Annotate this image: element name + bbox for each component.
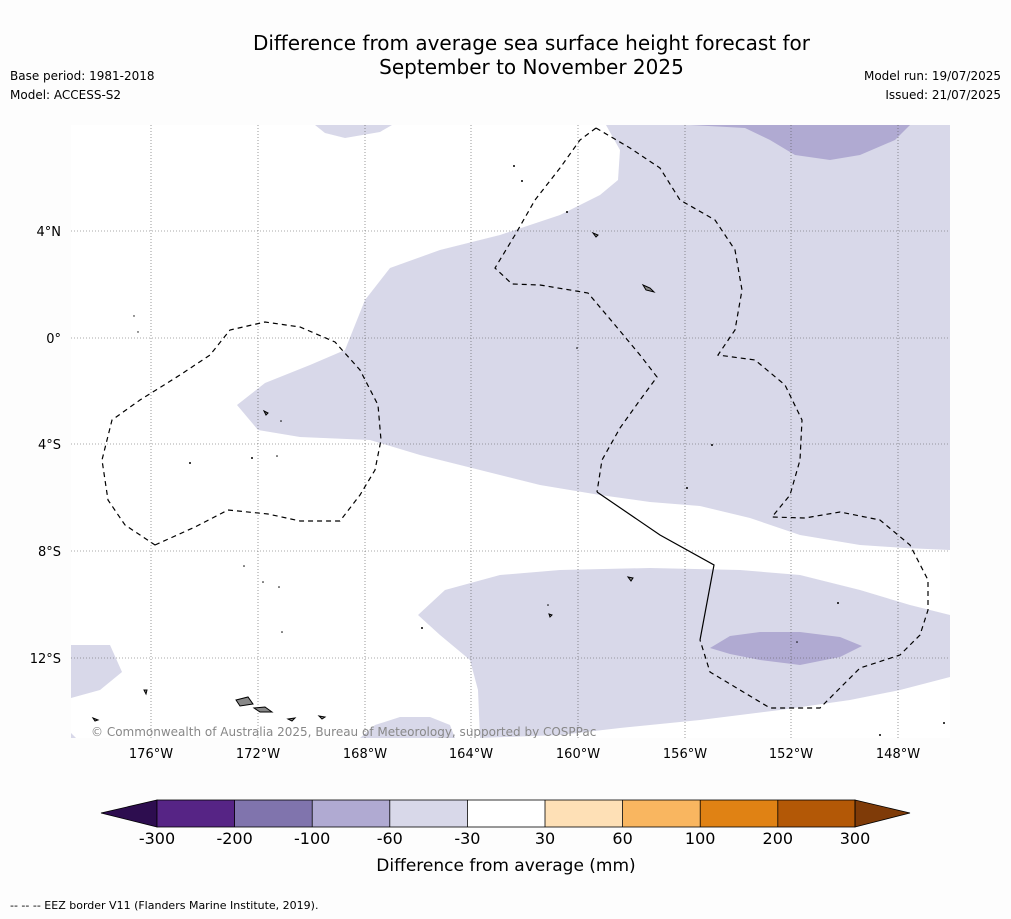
eez-border-tokelau — [101, 321, 382, 546]
graticule — [71, 125, 950, 738]
meta-left: Base period: 1981-2018 Model: ACCESS-S2 — [10, 67, 155, 105]
anomaly-region-light-north — [237, 125, 950, 550]
islands — [91, 231, 656, 722]
lon-label-168w: 168°W — [343, 747, 387, 762]
cb-tick-100: 100 — [685, 829, 716, 848]
model-run: Model run: 19/07/2025 — [863, 69, 1001, 83]
cb-tick-60: 60 — [612, 829, 632, 848]
colorbar-segment-1 — [157, 800, 235, 827]
colorbar-tick-labels: -300 -200 -100 -60 -30 30 60 100 200 300 — [139, 829, 870, 848]
model-name: Model: ACCESS-S2 — [10, 88, 122, 102]
lon-label-176w: 176°W — [129, 747, 173, 762]
island-small-5 — [91, 716, 100, 722]
colorbar-segment-9 — [777, 800, 855, 827]
cb-tick-m30: -30 — [454, 829, 480, 848]
colorbar-segment-2 — [234, 800, 313, 827]
island-small-2 — [286, 717, 297, 722]
anomaly-region-light-south — [418, 568, 950, 738]
colorbar-segment-4 — [389, 800, 468, 827]
lon-label-164w: 164°W — [449, 747, 493, 762]
cb-tick-200: 200 — [763, 829, 794, 848]
colorbar-segment-7 — [622, 800, 701, 827]
eez-border-solid — [596, 491, 715, 641]
meta-right: Model run: 19/07/2025 Issued: 21/07/2025 — [864, 67, 1001, 105]
island-malden — [641, 283, 656, 293]
cb-tick-m100: -100 — [294, 829, 330, 848]
colorbar-segment-3 — [312, 800, 390, 827]
lat-label-4s: 4°S — [38, 438, 61, 453]
anomaly-region-mid-south — [710, 632, 862, 665]
lat-label-4n: 4°N — [37, 225, 62, 240]
anomaly-region-light-bottom-left — [71, 733, 76, 738]
longitude-labels: 176°W 172°W 168°W 164°W 160°W 156°W 152°… — [129, 747, 920, 762]
island-small-3 — [317, 715, 327, 720]
latitude-labels: 4°N 0° 4°S 8°S 12°S — [30, 225, 61, 667]
colorbar: -300 -200 -100 -60 -30 30 60 100 200 300… — [100, 799, 911, 876]
colorbar-title: Difference from average (mm) — [376, 856, 635, 876]
island-small-4 — [143, 689, 148, 696]
eez-border-kiribati-north — [494, 127, 658, 493]
lon-label-172w: 172°W — [236, 747, 280, 762]
island-small-7 — [548, 613, 553, 618]
colorbar-dividers — [234, 800, 779, 827]
island-small-8 — [262, 409, 269, 416]
title-line-2: September to November 2025 — [379, 55, 684, 79]
base-period: Base period: 1981-2018 — [10, 69, 155, 83]
lon-label-148w: 148°W — [876, 747, 920, 762]
copyright-text: © Commonwealth of Australia 2025, Bureau… — [91, 725, 596, 739]
island-small-1 — [591, 231, 599, 238]
anomaly-region-mid-north — [690, 125, 910, 160]
island-savaii — [235, 696, 254, 707]
anomaly-region-light-bottom — [360, 717, 455, 738]
colorbar-segment-8 — [700, 800, 778, 827]
colorbar-extend-low — [100, 799, 158, 828]
cb-tick-300: 300 — [840, 829, 871, 848]
issued-date: Issued: 21/07/2025 — [885, 88, 1001, 102]
lon-label-152w: 152°W — [769, 747, 813, 762]
cb-tick-m300: -300 — [139, 829, 175, 848]
lon-label-156w: 156°W — [663, 747, 707, 762]
island-small-6 — [626, 576, 634, 582]
lat-label-0: 0° — [46, 332, 61, 347]
map-title: Difference from average sea surface heig… — [0, 31, 1011, 79]
map-area[interactable]: © Commonwealth of Australia 2025, Bureau… — [71, 125, 950, 739]
eez-borders — [101, 127, 929, 709]
cb-tick-30: 30 — [535, 829, 555, 848]
lat-label-12s: 12°S — [30, 652, 61, 667]
title-line-1: Difference from average sea surface heig… — [252, 31, 811, 55]
colorbar-extend-high — [854, 799, 911, 828]
island-upolu — [252, 706, 274, 713]
eez-legend-footer: -- -- -- EEZ border V11 (Flanders Marine… — [10, 899, 319, 912]
colorbar-outline — [156, 799, 856, 828]
lat-label-8s: 8°S — [38, 545, 61, 560]
colorbar-segment-6 — [545, 800, 623, 827]
anomaly-region-light-top — [315, 125, 392, 138]
cb-tick-m60: -60 — [377, 829, 403, 848]
lon-label-160w: 160°W — [556, 747, 600, 762]
island-dots — [133, 165, 945, 736]
cb-tick-m200: -200 — [216, 829, 252, 848]
colorbar-segment-5 — [467, 800, 545, 827]
